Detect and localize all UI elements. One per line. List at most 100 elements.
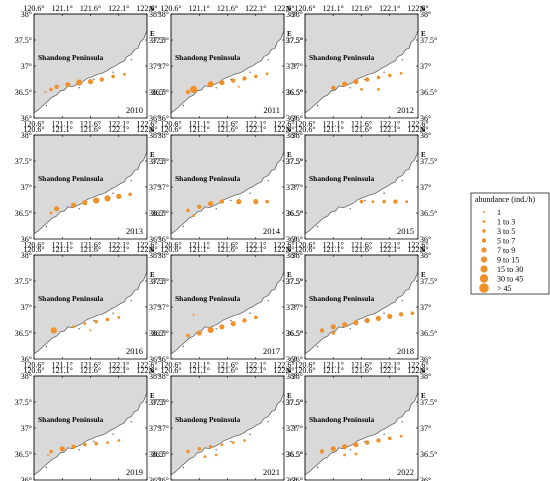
island-dot [230, 199, 232, 202]
island-dot [78, 328, 80, 330]
north-label: N [149, 5, 154, 13]
x-tick-label-top: 122.1° [108, 366, 129, 375]
x-tick-label-top: 122.6° [407, 4, 428, 13]
x-tick-label-top: 122.1° [245, 366, 266, 375]
station-marker [207, 326, 214, 333]
station-marker [49, 449, 53, 454]
x-tick-label-top: 122.6° [136, 4, 157, 13]
x-tick-label-bottom: 121.6° [217, 241, 238, 250]
island-dot [267, 59, 269, 61]
station-marker [197, 447, 202, 451]
station-marker [265, 199, 269, 204]
y-tick-label-left: 38° [292, 131, 303, 140]
x-tick-label-bottom: 122.1° [379, 241, 400, 250]
y-tick-label-right: 37° [420, 303, 431, 312]
station-marker [82, 200, 88, 206]
y-tick-label-left: 36° [292, 235, 303, 244]
station-marker [399, 434, 403, 438]
legend-label: 30 to 45 [497, 275, 523, 284]
y-tick-label-left: 37.5° [286, 157, 303, 166]
map-panel-2013: 120.6° 120.6° 121.1° 121.1° 121.6° 121.6° 122.… [15, 125, 166, 250]
y-tick-label-left: 36.5° [152, 450, 169, 459]
x-tick-label-bottom: 122.1° [108, 241, 129, 250]
station-marker [186, 208, 190, 213]
y-tick-label-right: 37.5° [286, 157, 303, 166]
island-dot [383, 312, 385, 314]
y-tick-label-left: 37° [292, 183, 303, 192]
y-tick-label-left: 36.5° [152, 209, 169, 218]
island-dot [130, 421, 132, 423]
y-tick-label-left: 36.5° [15, 450, 32, 459]
region-title: Shandong Peninsula [309, 53, 374, 62]
region-title: Shandong Peninsula [309, 294, 374, 303]
east-label: E [287, 271, 292, 279]
station-marker [83, 442, 87, 447]
station-marker [243, 439, 246, 442]
east-label: E [150, 392, 155, 400]
legend-label: > 45 [497, 284, 512, 293]
y-tick-label-right: 38° [420, 372, 431, 381]
y-tick-label-right: 36.5° [420, 329, 437, 338]
y-tick-label-right: 38° [420, 251, 431, 260]
x-tick-label-top: 120.6° [160, 366, 181, 375]
x-tick-label-top: 121.1° [189, 366, 210, 375]
y-tick-label-right: 38° [149, 10, 160, 19]
x-tick-label-bottom: 122.1° [108, 120, 129, 129]
island-dot [130, 180, 132, 182]
y-tick-label-left: 36.5° [15, 329, 32, 338]
x-tick-label-top: 121.6° [80, 245, 101, 254]
north-label: N [286, 5, 291, 13]
land-shandong [170, 13, 285, 114]
island-dot [383, 433, 385, 435]
station-marker [116, 193, 122, 199]
x-tick-label-bottom: 121.6° [217, 120, 238, 129]
land-shandong [304, 134, 419, 235]
island-dot [182, 466, 185, 469]
island-dot [93, 78, 95, 81]
x-tick-label-bottom: 121.6° [80, 361, 101, 370]
island-dot [45, 225, 48, 228]
legend-label: 15 to 30 [497, 265, 523, 274]
legend-marker [482, 220, 486, 223]
x-tick-label-bottom: 120.6° [23, 120, 44, 129]
y-tick-label-left: 37° [21, 424, 32, 433]
station-marker [388, 73, 392, 78]
map-panel-2012: 120.6° 120.6° 121.1° 121.1° 121.6° 121.6° 122.… [286, 4, 437, 129]
y-tick-label-left: 37.5° [152, 36, 169, 45]
y-tick-label-left: 37° [21, 303, 32, 312]
legend-title: abundance (ind./h) [475, 195, 535, 204]
station-marker [399, 71, 403, 75]
y-tick-label-left: 37° [292, 62, 303, 71]
station-marker [117, 439, 121, 442]
north-label: N [286, 246, 291, 254]
x-tick-label-bottom: 122.6° [407, 241, 428, 250]
year-label: 2017 [263, 346, 280, 356]
legend-marker [481, 238, 487, 243]
station-marker [253, 199, 259, 205]
x-tick-label-bottom: 122.1° [379, 120, 400, 129]
station-marker [398, 312, 404, 317]
y-tick-label-left: 36.5° [286, 329, 303, 338]
y-tick-label-left: 36° [292, 476, 303, 481]
y-tick-label-left: 37.5° [286, 36, 303, 45]
y-tick-label-left: 37° [158, 183, 169, 192]
y-tick-label-left: 37° [158, 62, 169, 71]
island-dot [267, 180, 269, 182]
y-tick-label-right: 38° [420, 131, 431, 140]
y-tick-label-left: 36° [21, 114, 32, 123]
map-panel-2015: 120.6° 120.6° 121.1° 121.1° 121.6° 121.6° 122.… [286, 125, 437, 250]
island-dot [93, 319, 95, 322]
station-marker [231, 441, 235, 444]
station-marker [44, 91, 47, 93]
station-marker [50, 327, 57, 334]
x-tick-label-top: 122.1° [379, 245, 400, 254]
y-tick-label-right: 37° [286, 183, 297, 192]
x-tick-label-top: 120.6° [160, 125, 181, 134]
island-dot [383, 192, 385, 194]
y-tick-label-right: 36.5° [420, 450, 437, 459]
station-marker [185, 89, 191, 95]
north-label: N [149, 246, 154, 254]
map-panel-2016: 120.6° 120.6° 121.1° 121.1° 121.6° 121.6° 122.… [15, 245, 166, 370]
island-dot [316, 104, 319, 107]
y-tick-label-right: 36° [420, 355, 431, 364]
